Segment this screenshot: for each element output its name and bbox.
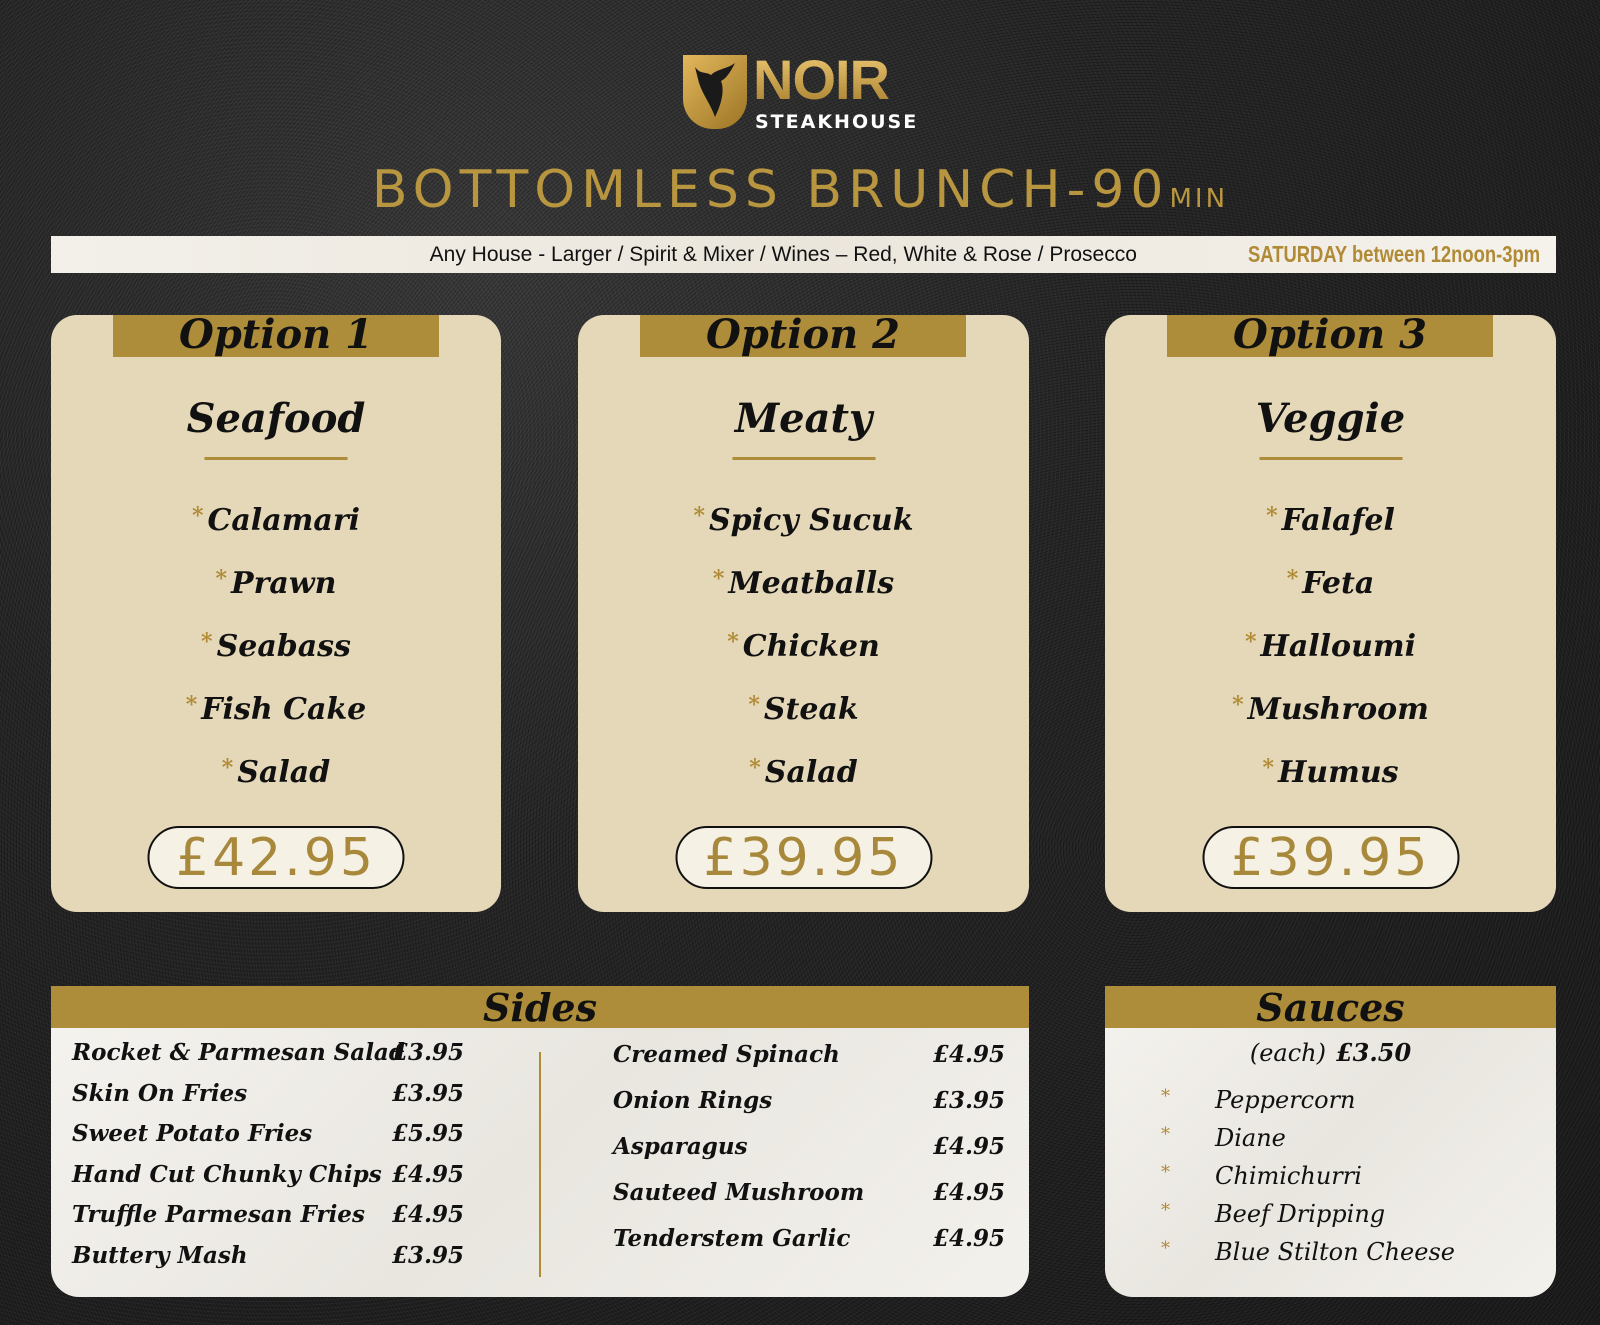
side-item-price: £5.95 — [392, 1120, 465, 1147]
star-icon: * — [1161, 1124, 1170, 1145]
menu-item: * Humus — [1262, 755, 1399, 790]
category-underline — [204, 457, 348, 460]
brunch-times: SATURDAY between 12noon-3pm — [1247, 241, 1540, 267]
side-item-name: Asparagus — [613, 1133, 748, 1160]
side-item-name: Rocket & Parmesan Salad — [72, 1039, 405, 1066]
side-item-price: £4.95 — [392, 1160, 465, 1188]
option-label: Option 1 — [113, 315, 439, 357]
title-main: BOTTOMLESS BRUNCH-90 — [371, 160, 1170, 220]
sauces-panel: Sauces (each) £3.50 * Peppercorn * Diane * C… — [1105, 986, 1556, 1297]
option-category: Veggie — [1255, 395, 1406, 442]
star-icon: * — [749, 755, 761, 781]
side-item-name: Buttery Mash — [72, 1241, 248, 1269]
option-card-3: Option 3 Veggie * Falafel * Feta * Halloumi… — [1105, 315, 1556, 912]
side-item-name: Hand Cut Chunky Chips — [72, 1160, 382, 1188]
each-price: £3.50 — [1335, 1038, 1412, 1067]
sides-panel: Sides Rocket & Parmesan Salad £3.95 Skin O… — [51, 986, 1029, 1297]
option-card-2: Option 2 Meaty * Spicy Sucuk * Meatballs *… — [578, 315, 1029, 912]
star-icon: * — [1266, 503, 1278, 529]
option-label: Option 2 — [640, 315, 966, 357]
side-item-price: £4.95 — [933, 1225, 1006, 1252]
menu-item: * Halloumi — [1244, 629, 1417, 664]
side-item-price: £3.95 — [933, 1087, 1006, 1114]
brand-subtitle: STEAKHOUSE — [755, 111, 919, 133]
star-icon: * — [201, 629, 213, 655]
star-icon: * — [693, 503, 705, 529]
sides-divider — [539, 1052, 541, 1277]
side-item-price: £4.95 — [933, 1133, 1006, 1160]
brand-name: NOIR — [753, 48, 890, 111]
menu-item: * Fish Cake — [185, 692, 367, 727]
menu-item: * Meatballs — [712, 566, 895, 601]
side-item-price: £3.95 — [392, 1079, 465, 1107]
menu-item: * Salad — [221, 755, 331, 790]
star-icon: * — [712, 566, 725, 592]
sauce-item: * Peppercorn — [1161, 1086, 1356, 1114]
star-icon: * — [1286, 566, 1299, 592]
side-item-price: £4.95 — [392, 1201, 465, 1228]
side-item-name: Truffle Parmesan Fries — [72, 1201, 365, 1228]
bull-icon — [683, 55, 747, 129]
star-icon: * — [727, 629, 739, 655]
star-icon: * — [1244, 629, 1257, 655]
menu-item: * Steak — [748, 692, 859, 727]
side-item-price: £3.95 — [392, 1241, 465, 1269]
title-unit: MIN — [1169, 184, 1229, 214]
each-label: (each) — [1249, 1039, 1326, 1067]
option-category: Seafood — [186, 395, 366, 442]
option-price: £39.95 — [675, 826, 932, 889]
menu-item: * Calamari — [191, 503, 361, 538]
option-price: £39.95 — [1202, 826, 1459, 889]
star-icon: * — [215, 566, 228, 592]
side-item-price: £3.95 — [392, 1039, 465, 1066]
side-item-name: Sauteed Mushroom — [613, 1179, 865, 1206]
star-icon: * — [191, 503, 204, 529]
menu-item: * Feta — [1286, 566, 1375, 601]
side-item-name: Onion Rings — [613, 1087, 773, 1114]
category-underline — [1259, 457, 1402, 460]
menu-item: * Salad — [749, 755, 858, 790]
menu-item: * Prawn — [215, 566, 337, 601]
drinks-included: Any House - Larger / Spirit & Mixer / Wi… — [429, 242, 1137, 266]
sauce-item: * Beef Dripping — [1161, 1200, 1386, 1228]
star-icon: * — [221, 755, 234, 781]
noir-logo: NOIR STEAKHOUSE — [683, 48, 928, 133]
option-card-1: Option 1 Seafood * Calamari * Prawn * Seaba… — [51, 315, 501, 912]
sauce-price: (each) £3.50 — [1105, 1038, 1556, 1067]
category-underline — [732, 457, 875, 460]
star-icon: * — [1161, 1200, 1170, 1221]
menu-item: * Chicken — [727, 629, 880, 664]
menu-item: * Mushroom — [1232, 692, 1429, 727]
option-category: Meaty — [734, 395, 873, 442]
star-icon: * — [1161, 1162, 1170, 1183]
side-item-name: Skin On Fries — [72, 1079, 248, 1107]
side-item-name: Creamed Spinach — [613, 1041, 840, 1068]
drinks-banner: Any House - Larger / Spirit & Mixer / Wi… — [51, 236, 1556, 273]
sauce-item: * Chimichurri — [1161, 1162, 1362, 1190]
star-icon: * — [185, 692, 198, 718]
star-icon: * — [1232, 692, 1244, 718]
sauce-item: * Blue Stilton Cheese — [1161, 1238, 1455, 1266]
star-icon: * — [1262, 755, 1274, 781]
sides-title: Sides — [51, 986, 1029, 1030]
page-title: BOTTOMLESS BRUNCH-90MIN — [0, 160, 1600, 220]
option-price: £42.95 — [147, 826, 405, 889]
sauces-title: Sauces — [1105, 986, 1556, 1030]
menu-item: * Seabass — [201, 629, 351, 664]
star-icon: * — [1161, 1086, 1170, 1107]
sauce-item: * Diane — [1161, 1124, 1286, 1152]
side-item-price: £4.95 — [933, 1179, 1006, 1206]
option-label: Option 3 — [1167, 315, 1493, 357]
side-item-name: Sweet Potato Fries — [72, 1120, 313, 1147]
star-icon: * — [748, 692, 760, 718]
star-icon: * — [1161, 1238, 1170, 1259]
side-item-price: £4.95 — [933, 1041, 1006, 1068]
menu-item: * Falafel — [1266, 503, 1395, 538]
side-item-name: Tenderstem Garlic — [613, 1225, 851, 1252]
menu-item: * Spicy Sucuk — [693, 503, 914, 538]
